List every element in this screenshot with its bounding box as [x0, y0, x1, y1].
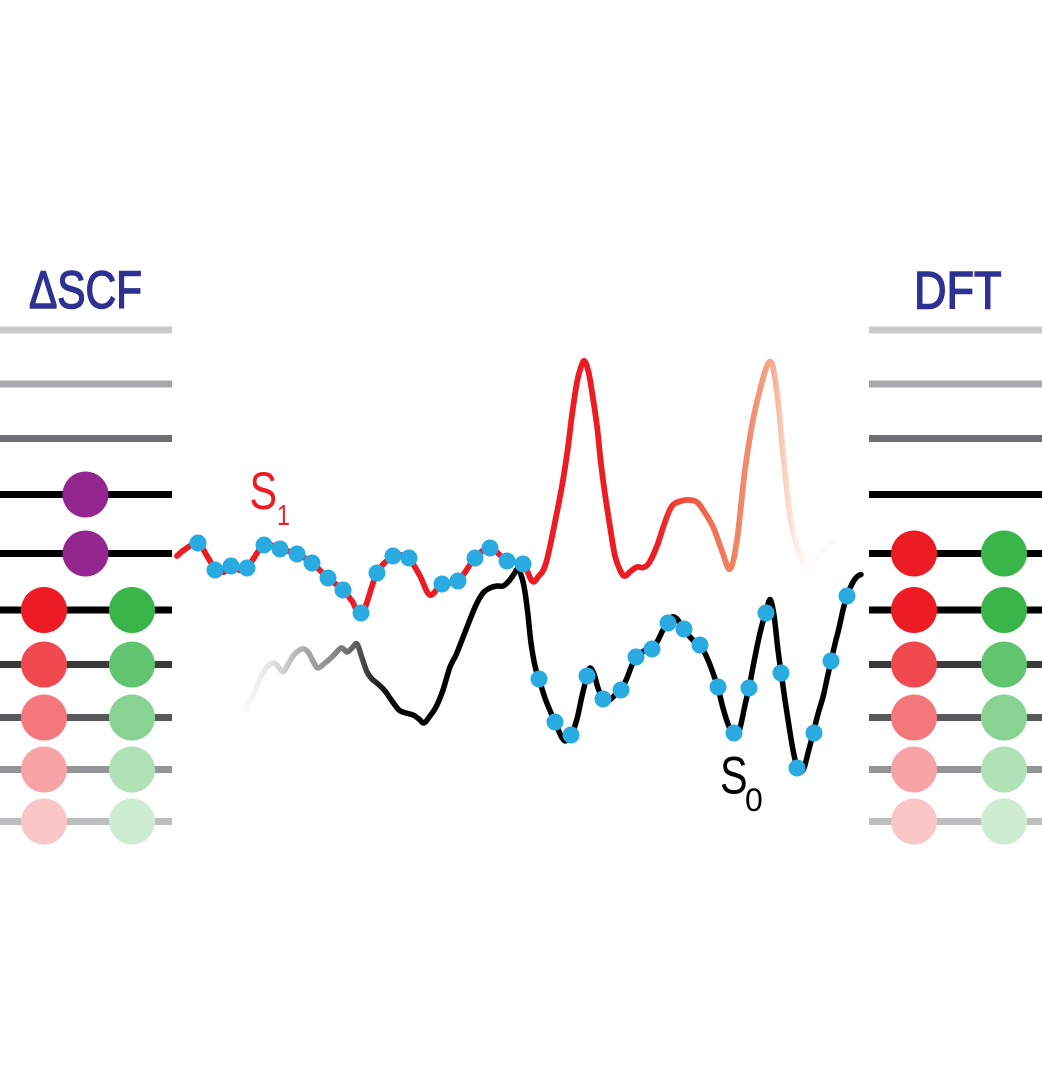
svg-text:1: 1 — [277, 498, 290, 531]
svg-text:S: S — [250, 462, 278, 521]
svg-text:S: S — [720, 747, 748, 806]
svg-text:DFT: DFT — [914, 261, 1002, 320]
svg-text:0: 0 — [745, 782, 763, 818]
svg-text:ΔSCF: ΔSCF — [29, 262, 142, 321]
